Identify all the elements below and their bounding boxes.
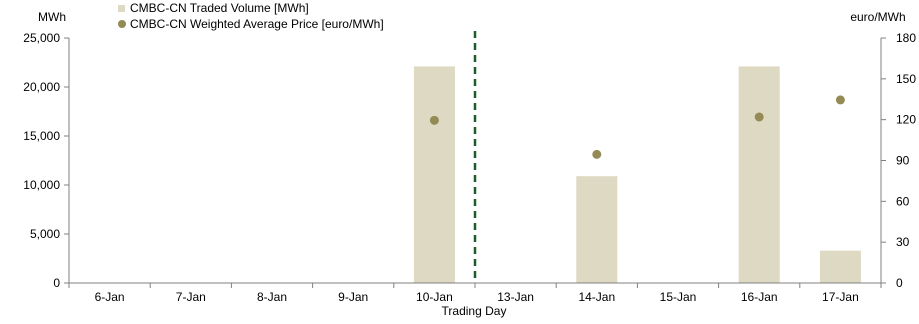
right-tick-label: 180 [896,31,916,45]
x-tick-label: 7-Jan [176,290,206,304]
right-tick-label: 120 [896,113,916,127]
legend-price-swatch [118,20,126,28]
volume-bar-17-Jan [819,250,861,283]
left-tick-label: 5,000 [30,227,60,241]
legend-item-price: CMBC-CN Weighted Average Price [euro/MWh… [118,16,384,32]
right-tick-label: 0 [896,276,903,290]
x-tick-label: 16-Jan [741,290,778,304]
price-point-17-Jan [835,95,845,105]
left-tick-label: 0 [53,276,60,290]
x-tick-label: 13-Jan [497,290,534,304]
x-tick-label: 14-Jan [578,290,615,304]
right-tick-label: 90 [896,154,910,168]
x-tick-label: 6-Jan [95,290,125,304]
legend-price-label: CMBC-CN Weighted Average Price [euro/MWh… [130,17,384,31]
volume-bar-14-Jan [576,176,618,283]
axes: 0 5,000 10,000 15,000 20,000 25,000 0 30 60 90 120… [23,31,916,304]
left-tick-label: 25,000 [23,31,60,45]
left-tick-label: 15,000 [23,129,60,143]
right-tick-label: 60 [896,194,910,208]
left-axis-unit: MWh [38,10,66,24]
volume-bar-10-Jan [413,66,455,283]
legend-volume-swatch [118,4,125,12]
x-axis-title: Trading Day [442,304,507,318]
price-point-10-Jan [429,115,439,125]
chart-legend: CMBC-CN Traded Volume [MWh] CMBC-CN Weig… [118,0,384,32]
x-tick-label: 9-Jan [338,290,368,304]
price-point-16-Jan [754,112,764,122]
x-tick-label: 10-Jan [416,290,453,304]
volume-bars [413,66,861,283]
right-tick-label: 150 [896,72,916,86]
right-axis-unit: euro/MWh [850,10,905,24]
left-tick-label: 20,000 [23,80,60,94]
left-tick-label: 10,000 [23,178,60,192]
price-points [429,95,845,159]
volume-bar-16-Jan [738,66,780,283]
x-tick-label: 15-Jan [660,290,697,304]
x-tick-label: 8-Jan [257,290,287,304]
price-point-14-Jan [592,149,602,159]
legend-volume-label: CMBC-CN Traded Volume [MWh] [130,1,309,15]
right-tick-label: 30 [896,235,910,249]
x-tick-label: 17-Jan [822,290,859,304]
legend-item-volume: CMBC-CN Traded Volume [MWh] [118,0,384,16]
